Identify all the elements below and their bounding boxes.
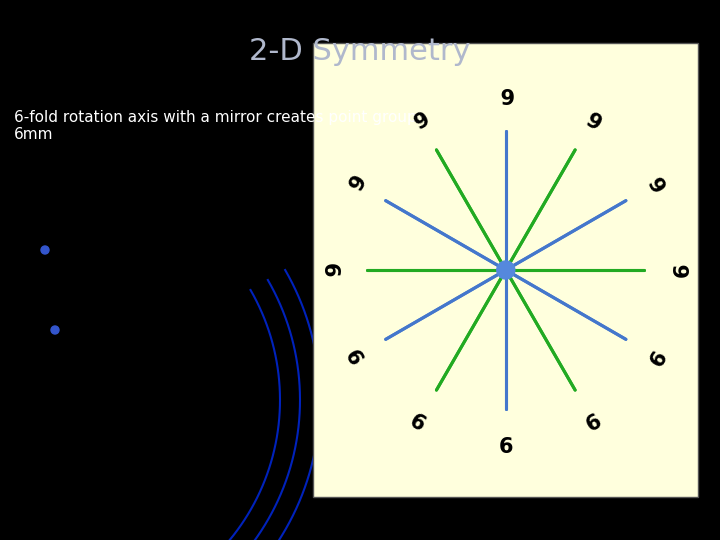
Circle shape — [497, 261, 515, 279]
Circle shape — [51, 326, 59, 334]
Text: 6: 6 — [647, 347, 672, 370]
Text: 2-D Symmetry: 2-D Symmetry — [249, 37, 471, 66]
Text: 6: 6 — [647, 170, 672, 193]
Text: 6: 6 — [498, 83, 513, 103]
Text: 6-fold rotation axis with a mirror creates point group
6mm: 6-fold rotation axis with a mirror creat… — [14, 110, 417, 143]
Text: 6: 6 — [583, 104, 606, 129]
Text: 6: 6 — [498, 437, 513, 457]
Text: 6: 6 — [340, 170, 364, 193]
Text: 6: 6 — [406, 411, 428, 436]
Text: 6: 6 — [583, 411, 606, 436]
Bar — [313, 43, 698, 497]
Text: 6: 6 — [673, 263, 693, 277]
Circle shape — [41, 246, 49, 254]
Text: 6: 6 — [406, 104, 428, 129]
Text: 6: 6 — [319, 263, 338, 277]
Text: 6: 6 — [340, 347, 364, 370]
